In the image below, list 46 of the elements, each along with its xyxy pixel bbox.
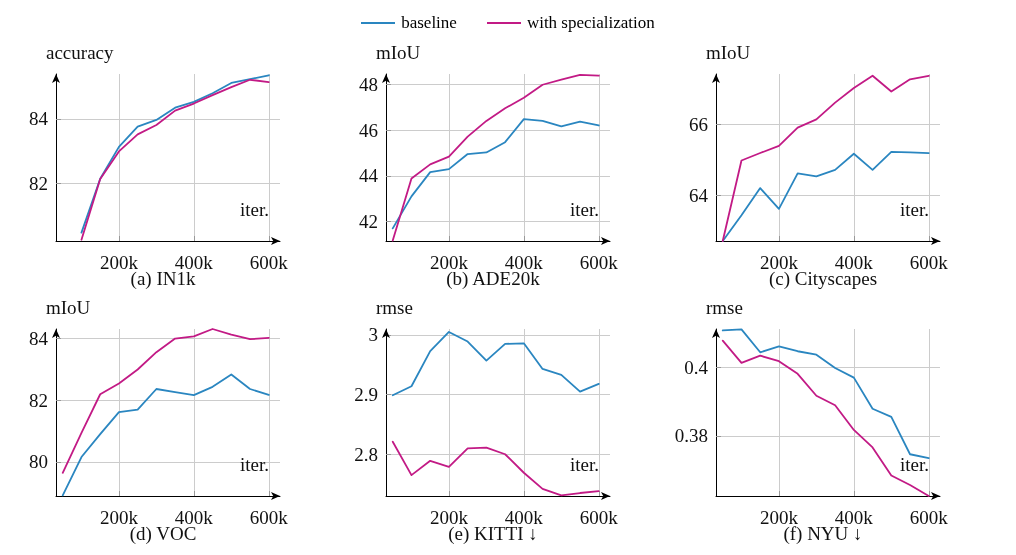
y-tick-label: 84 xyxy=(29,108,49,130)
line-series xyxy=(721,151,930,242)
line-series xyxy=(391,331,600,397)
y-axis-title: mIoU xyxy=(376,42,421,63)
y-tick-label: 3 xyxy=(368,324,378,346)
y-tick-label: 82 xyxy=(29,172,48,194)
y-tick-label: 84 xyxy=(29,327,49,349)
x-tick-label: 600k xyxy=(249,507,289,528)
y-tick-label: 2.8 xyxy=(354,443,378,465)
x-axis-title: iter. xyxy=(900,199,930,220)
x-axis-title: iter. xyxy=(240,199,270,220)
y-tick-label: 64 xyxy=(689,185,709,207)
line-series xyxy=(721,328,930,459)
line-series xyxy=(61,373,270,497)
x-axis-title: iter. xyxy=(570,199,600,220)
line-series xyxy=(721,339,930,497)
line-series xyxy=(61,328,270,474)
y-tick-label: 42 xyxy=(359,211,378,233)
y-axis-title: mIoU xyxy=(706,42,751,63)
x-tick-label: 600k xyxy=(579,252,619,273)
x-tick-label: 600k xyxy=(909,252,949,273)
legend-label: with specialization xyxy=(526,13,655,33)
line-series xyxy=(391,118,600,230)
y-axis-title: mIoU xyxy=(46,297,91,318)
x-tick-label: 600k xyxy=(909,507,949,528)
y-tick-label: 66 xyxy=(689,113,708,135)
x-axis-title: iter. xyxy=(900,454,930,475)
line-series xyxy=(721,74,930,242)
y-tick-label: 48 xyxy=(359,73,378,95)
y-tick-label: 2.9 xyxy=(354,384,378,406)
line-series xyxy=(391,74,600,242)
legend-label: baseline xyxy=(401,13,457,33)
y-axis-title: accuracy xyxy=(46,42,114,63)
y-tick-label: 44 xyxy=(359,165,379,187)
y-tick-label: 46 xyxy=(359,119,378,141)
y-axis-title: rmse xyxy=(706,297,743,318)
y-tick-label: 0.38 xyxy=(674,425,708,447)
y-tick-label: 80 xyxy=(29,451,48,473)
y-axis-title: rmse xyxy=(376,297,413,318)
x-axis-title: iter. xyxy=(240,454,270,475)
x-axis-title: iter. xyxy=(570,454,600,475)
x-tick-label: 600k xyxy=(249,252,289,273)
line-series xyxy=(391,440,600,497)
y-tick-label: 0.4 xyxy=(684,356,709,378)
x-tick-label: 600k xyxy=(579,507,619,528)
y-tick-label: 82 xyxy=(29,389,48,411)
